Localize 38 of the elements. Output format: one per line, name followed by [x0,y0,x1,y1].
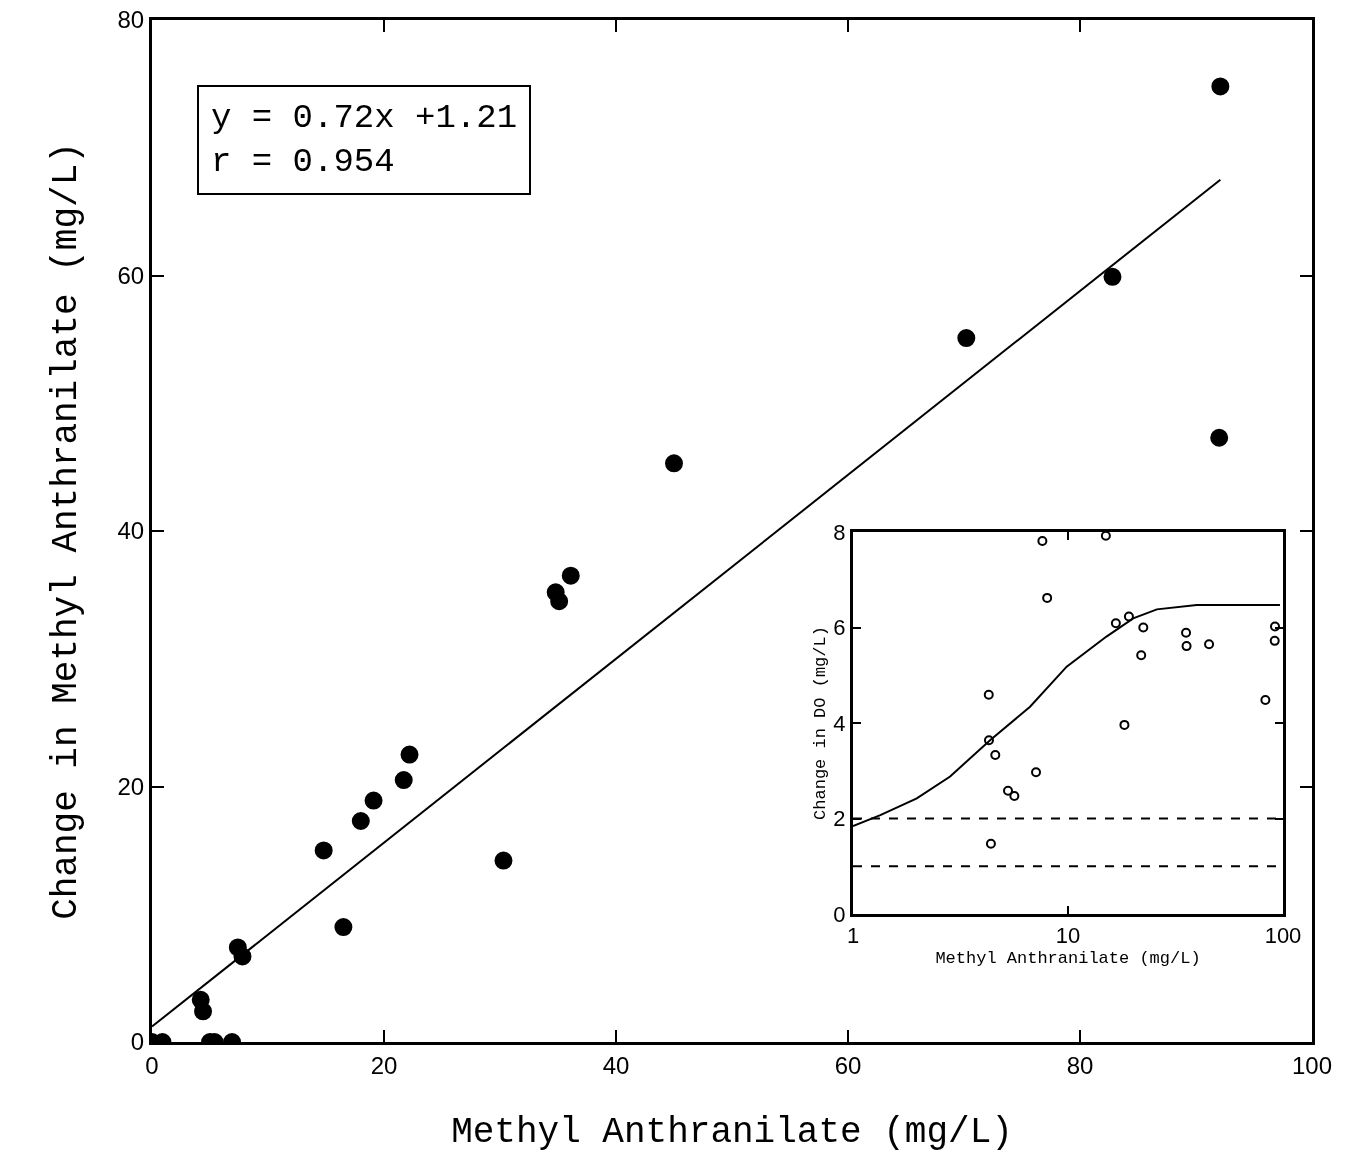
x-axis-title: Methyl Anthranilate (mg/L) [451,1112,1013,1154]
point [1103,267,1122,286]
point [561,566,580,585]
y-tick-label: 4 [833,710,846,736]
y-tick-label: 2 [833,806,846,832]
x-tick-label: 100 [1291,1051,1333,1079]
point [1210,428,1229,447]
x-tick-label: 1 [846,923,860,949]
y-tick-label: 40 [117,517,145,545]
point [364,791,383,810]
x-tick-label: 100 [1264,923,1302,949]
y-axis-title: Change in Methyl Anthranilate (mg/L) [46,142,88,920]
point [334,918,353,937]
point [314,841,333,860]
point [665,454,683,473]
point [351,811,370,830]
point [194,1002,213,1021]
y-axis-title: Change in DO (mg/L) [810,626,830,820]
point [550,592,569,611]
y-tick-label: 80 [117,6,145,34]
x-tick-label: 20 [370,1051,398,1079]
point [957,329,976,348]
y-tick-label: 8 [833,519,846,545]
annotation: y = 0.72x +1.21 [211,99,518,137]
y-tick-label: 60 [117,261,145,289]
point [400,745,419,764]
point [1211,77,1230,96]
x-tick-label: 40 [602,1051,630,1079]
y-tick-label: 20 [117,772,145,800]
point [394,771,413,790]
x-axis-title: Methyl Anthranilate (mg/L) [935,948,1201,968]
annotation: r = 0.954 [211,143,395,182]
y-tick-label: 6 [833,615,846,641]
y-tick-label: 0 [130,1028,145,1056]
x-tick-label: 10 [1055,923,1081,949]
point [494,851,513,870]
y-tick-label: 0 [833,901,846,927]
x-tick-label: 80 [1066,1051,1094,1079]
